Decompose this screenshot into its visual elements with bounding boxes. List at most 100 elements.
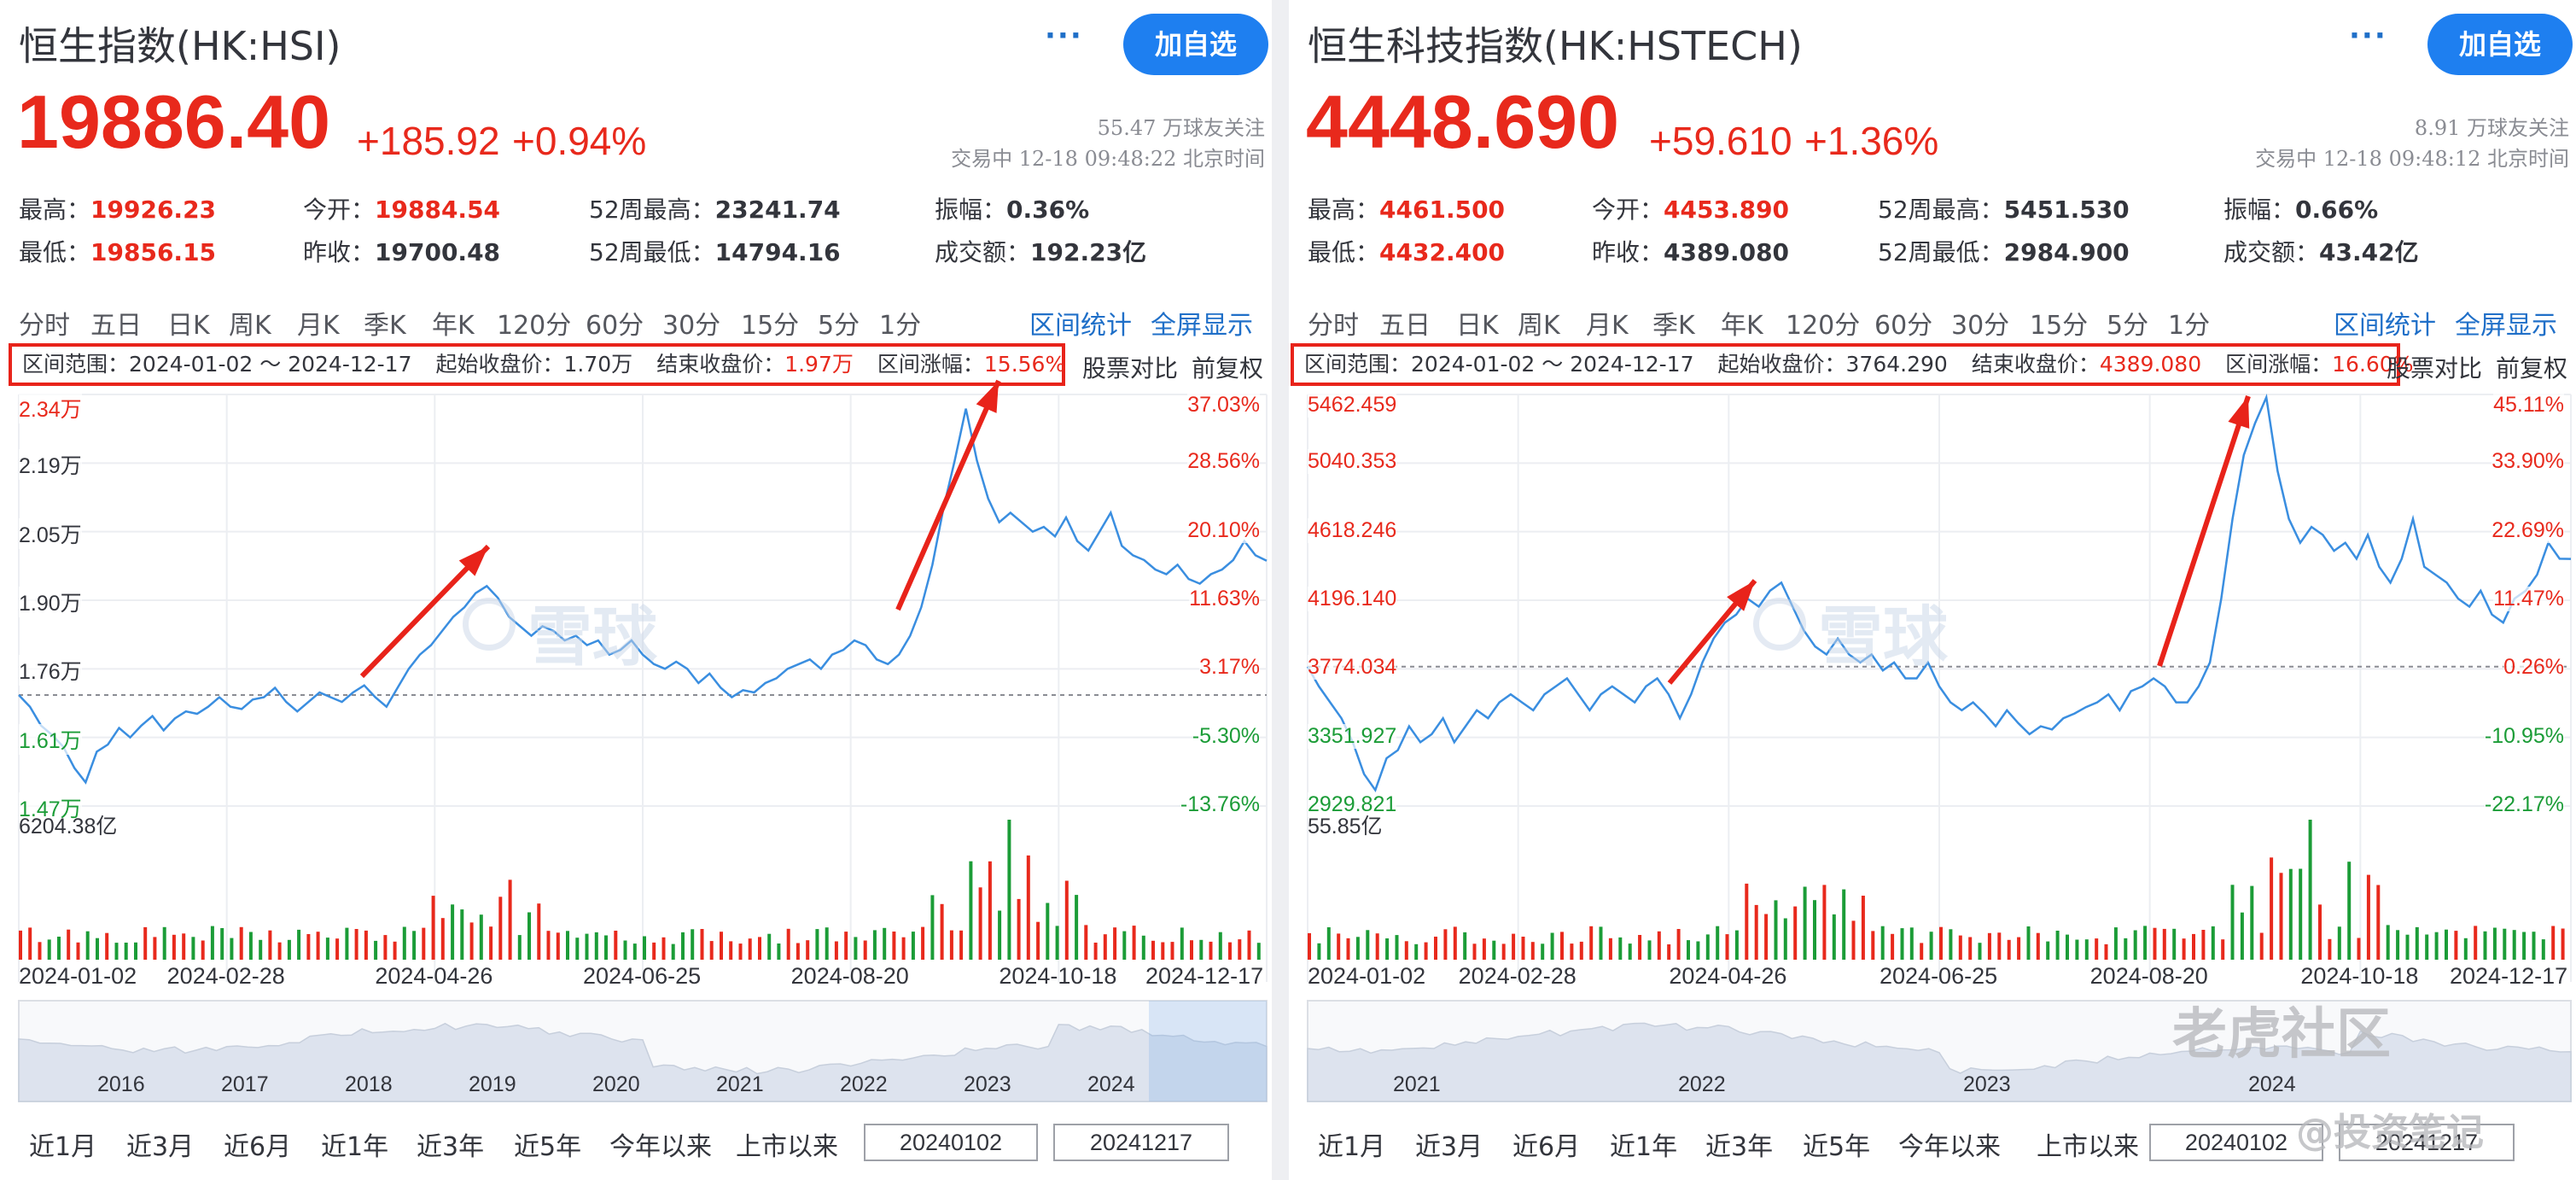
chart-tab[interactable]: 1分	[879, 311, 922, 341]
stat-value: 4389.080	[1664, 238, 1790, 266]
chart-tab[interactable]: 1分	[2168, 311, 2211, 341]
stat-label: 52周最低：	[589, 238, 715, 266]
price-chart[interactable]	[0, 0, 1272, 1180]
date-from-input[interactable]: 20240102	[2149, 1124, 2323, 1161]
volume-bar	[729, 941, 733, 960]
add-watchlist-button[interactable]: 加自选	[2427, 14, 2573, 75]
volume-bar	[124, 943, 128, 960]
volume-bar	[2075, 939, 2079, 960]
fullscreen-link[interactable]: 全屏显示	[1151, 311, 1253, 341]
chart-tab[interactable]: 季K	[1652, 311, 1695, 341]
chart-tab[interactable]: 30分	[662, 311, 721, 341]
quick-range-button[interactable]: 近1月	[1318, 1132, 1386, 1162]
quick-range-button[interactable]: 近3年	[417, 1132, 485, 1162]
interval-stats-link[interactable]: 区间统计	[2334, 311, 2436, 341]
quick-range-button[interactable]: 近3月	[1415, 1132, 1483, 1162]
price-series-line	[18, 408, 1268, 785]
range-start-label: 起始收盘价：	[1717, 352, 1846, 377]
quick-range-button[interactable]: 近1年	[1610, 1132, 1678, 1162]
y-axis-tick-label: 1.76万	[19, 655, 82, 686]
stock-compare-link[interactable]: 股票对比	[1082, 354, 1179, 383]
more-button[interactable]: ···	[1045, 19, 1083, 53]
volume-bar	[1366, 930, 1370, 960]
volume-bar	[585, 933, 589, 960]
chart-tab[interactable]: 15分	[2030, 311, 2089, 341]
mini-navigator-area	[1307, 1022, 2572, 1102]
quick-range-button[interactable]: 近1年	[321, 1132, 389, 1162]
quick-range-button[interactable]: 近3月	[126, 1132, 195, 1162]
quick-range-button[interactable]: 今年以来	[1898, 1132, 2001, 1162]
chart-tab[interactable]: 60分	[586, 311, 644, 341]
volume-bar	[1190, 940, 1193, 960]
volume-bar	[76, 942, 80, 960]
chart-tab[interactable]: 5分	[818, 311, 860, 341]
chart-tab[interactable]: 月K	[297, 311, 340, 341]
volume-bar	[969, 861, 973, 960]
chart-tab[interactable]: 60分	[1874, 311, 1933, 341]
chart-tab[interactable]: 120分	[1786, 311, 1861, 341]
date-from-input[interactable]: 20240102	[864, 1124, 1038, 1161]
chart-tab[interactable]: 120分	[497, 311, 572, 341]
chart-tab[interactable]: 周K	[1518, 311, 1560, 341]
volume-bar	[431, 896, 435, 960]
volume-bar	[2230, 885, 2235, 960]
volume-bar	[758, 937, 761, 960]
volume-bar	[614, 931, 618, 960]
chart-tab[interactable]: 年K	[1721, 311, 1763, 341]
chart-tab[interactable]: 30分	[1951, 311, 2010, 341]
quick-range-button[interactable]: 近5年	[514, 1132, 582, 1162]
volume-bar	[2055, 931, 2060, 960]
chart-tab[interactable]: 五日	[1379, 311, 1431, 341]
quick-range-button[interactable]: 近5年	[1803, 1132, 1871, 1162]
quick-range-button[interactable]: 近3年	[1705, 1132, 1774, 1162]
interval-stats-link[interactable]: 区间统计	[1029, 311, 1132, 341]
chart-tab[interactable]: 周K	[229, 311, 271, 341]
stock-compare-link[interactable]: 股票对比	[2387, 354, 2483, 383]
volume-bar	[1007, 820, 1011, 960]
chart-tab[interactable]: 分时	[1308, 311, 1359, 341]
volume-bar	[623, 940, 627, 960]
volume-bar	[1180, 927, 1184, 960]
chart-tab[interactable]: 季K	[364, 311, 406, 341]
volume-bar	[2046, 941, 2050, 960]
y-axis-percent-label: 33.90%	[2491, 449, 2564, 475]
price-chart[interactable]	[1289, 0, 2576, 1180]
volume-bar	[1199, 939, 1203, 960]
volume-bar	[1560, 932, 1564, 960]
volume-bar	[681, 932, 685, 960]
volume-bar	[1851, 920, 1856, 960]
volume-bar	[2357, 938, 2361, 960]
y-axis-percent-label: -13.76%	[1180, 792, 1260, 817]
volume-bar	[959, 930, 964, 960]
chart-tab[interactable]: 日K	[1456, 311, 1499, 341]
date-to-input[interactable]: 20241217	[2339, 1124, 2515, 1161]
quick-range-button[interactable]: 上市以来	[2037, 1132, 2139, 1162]
chart-tab[interactable]: 日K	[167, 311, 210, 341]
chart-tab[interactable]: 月K	[1586, 311, 1629, 341]
y-axis-tick-label: 2929.821	[1308, 792, 1397, 817]
chart-tab[interactable]: 五日	[90, 311, 142, 341]
volume-bar	[162, 926, 166, 960]
chart-tab[interactable]: 5分	[2107, 311, 2149, 341]
volume-bar	[1579, 941, 1583, 960]
add-watchlist-button[interactable]: 加自选	[1123, 14, 1268, 75]
chart-tab[interactable]: 年K	[432, 311, 475, 341]
price-adjust-select[interactable]: 前复权	[2496, 354, 2568, 383]
quick-range-button[interactable]: 近6月	[1512, 1132, 1581, 1162]
fullscreen-link[interactable]: 全屏显示	[2455, 311, 2557, 341]
chart-tab[interactable]: 分时	[19, 311, 70, 341]
volume-bar	[1891, 933, 1895, 960]
quick-range-button[interactable]: 近6月	[224, 1132, 292, 1162]
quick-range-button[interactable]: 上市以来	[736, 1132, 838, 1162]
quick-range-button[interactable]: 今年以来	[609, 1132, 712, 1162]
volume-bar	[498, 897, 503, 960]
quick-range-button[interactable]: 近1月	[29, 1132, 97, 1162]
chart-tab[interactable]: 15分	[741, 311, 800, 341]
volume-bar	[767, 933, 772, 960]
stat-item: 最低：19856.15	[19, 234, 216, 268]
volume-bar	[316, 932, 320, 960]
stat-label: 52周最低：	[1878, 238, 2004, 266]
date-to-input[interactable]: 20241217	[1053, 1124, 1229, 1161]
price-adjust-select[interactable]: 前复权	[1192, 354, 1264, 383]
more-button[interactable]: ···	[2349, 19, 2387, 53]
